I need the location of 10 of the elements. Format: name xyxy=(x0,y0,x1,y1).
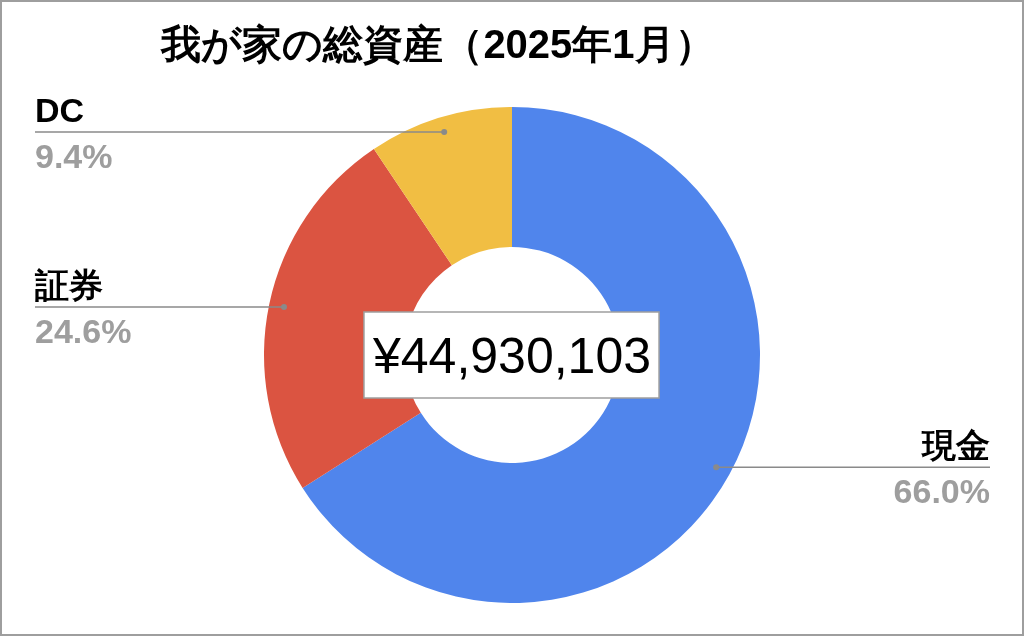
data-label: 66.0% xyxy=(893,472,990,511)
slice-label: 証券 xyxy=(34,266,103,305)
slice-label: 現金 xyxy=(921,426,990,465)
donut-slice xyxy=(373,107,512,266)
data-label: 9.4% xyxy=(35,137,113,176)
donut-slice xyxy=(302,107,760,603)
slice-label: DC xyxy=(35,91,85,130)
center-label: ¥44,930,103 xyxy=(363,311,660,399)
chart-title: 我が家の総資産（2025年1月） xyxy=(160,22,715,66)
data-label: 24.6% xyxy=(35,312,132,351)
